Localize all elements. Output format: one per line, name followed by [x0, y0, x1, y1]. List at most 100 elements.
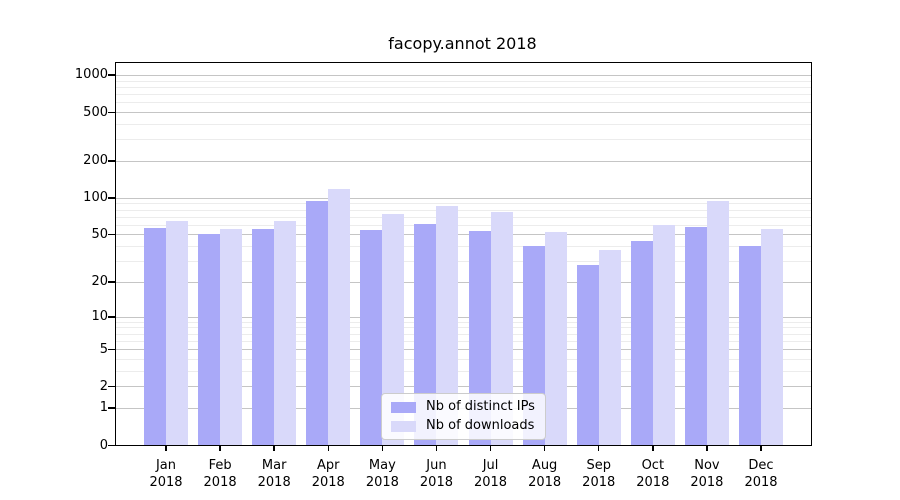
x-tick-mark: [381, 445, 384, 451]
gridline-major: [116, 349, 811, 351]
gridline-minor: [116, 102, 811, 104]
gridline-major: [116, 386, 811, 388]
gridline-major: [116, 316, 811, 318]
legend: Nb of distinct IPs Nb of downloads: [381, 393, 546, 440]
x-tick-label-feb: Feb 2018: [203, 458, 237, 490]
y-tick-label: 20: [91, 274, 108, 290]
bar-ips-apr: [306, 201, 329, 445]
y-tick-label: 200: [83, 153, 108, 169]
gridline-minor: [116, 203, 811, 205]
x-tick-mark: [435, 445, 438, 451]
x-tick-mark: [597, 445, 600, 451]
chart-title: facopy.annot 2018: [388, 34, 537, 53]
x-tick-label-sep: Sep 2018: [582, 458, 616, 490]
x-tick-mark: [706, 445, 708, 451]
y-tick-label: 500: [83, 104, 108, 120]
bar-downloads-jul: [490, 212, 513, 445]
x-tick-mark: [219, 445, 221, 451]
bar-downloads-nov: [706, 201, 729, 445]
bar-downloads-jan: [166, 221, 188, 445]
y-tick-label: 50: [91, 226, 108, 242]
x-tick-label-aug: Aug 2018: [528, 458, 562, 490]
gridline-major: [116, 74, 811, 76]
y-tick-label: 10: [91, 309, 108, 325]
gridline-minor: [116, 123, 811, 125]
x-tick-mark: [489, 445, 492, 451]
gridline-minor: [116, 246, 811, 248]
x-tick-label-jul: Jul 2018: [473, 458, 508, 490]
bar-ips-jun: [414, 223, 437, 445]
y-tick-mark: [108, 197, 115, 199]
gridline-minor: [116, 80, 811, 82]
y-tick-label: 1000: [74, 67, 108, 83]
x-tick-label-jun: Jun 2018: [419, 458, 453, 490]
gridline-major: [116, 281, 811, 283]
bar-downloads-aug: [544, 232, 567, 445]
gridline-minor: [116, 216, 811, 218]
y-tick-mark: [108, 407, 115, 409]
bar-ips-oct: [630, 241, 653, 445]
legend-item-downloads: Nb of downloads: [391, 419, 535, 433]
x-tick-mark: [327, 445, 330, 451]
gridline-major: [116, 112, 811, 114]
legend-swatch-ips: [391, 401, 416, 413]
legend-label-distinct-ips: Nb of distinct IPs: [426, 399, 535, 414]
gridline-major: [116, 197, 811, 199]
gridline-minor: [116, 327, 811, 329]
y-tick-mark: [108, 160, 115, 162]
x-tick-mark: [760, 445, 762, 451]
y-tick-mark: [108, 385, 115, 388]
legend-item-distinct-ips: Nb of distinct IPs: [391, 400, 535, 414]
bar-downloads-may: [382, 213, 405, 445]
y-tick-mark: [108, 281, 115, 283]
bar-ips-jan: [144, 227, 166, 445]
gridline-minor: [116, 86, 811, 88]
x-tick-label-oct: Oct 2018: [636, 458, 670, 490]
plot-area: 0 1 2 5 10 20 50 100 200 500 1000 Jan 2018 Feb 2018 M…: [75, 62, 812, 490]
bar-ips-dec: [739, 246, 761, 445]
gridline-minor: [116, 139, 811, 141]
gridline-minor: [116, 333, 811, 335]
bar-downloads-feb: [220, 229, 243, 445]
x-tick-mark: [652, 445, 654, 451]
gridline-minor: [116, 340, 811, 342]
gridline-minor: [116, 224, 811, 226]
y-tick-label: 1: [99, 400, 108, 416]
legend-label-downloads: Nb of downloads: [426, 418, 535, 433]
bar-ips-sep: [576, 264, 599, 445]
x-tick-label-nov: Nov 2018: [690, 458, 724, 490]
gridline-minor: [116, 94, 811, 96]
gridline-minor: [116, 358, 811, 360]
y-tick-mark: [108, 233, 115, 236]
x-tick-label-dec: Dec 2018: [744, 458, 778, 490]
bar-downloads-jun: [436, 205, 459, 445]
y-tick-mark: [108, 74, 115, 76]
bar-ips-may: [360, 230, 383, 445]
y-tick-mark: [108, 111, 115, 114]
y-tick-mark: [108, 348, 115, 351]
x-tick-mark: [165, 445, 167, 451]
bar-ips-jul: [468, 231, 491, 445]
bar-downloads-oct: [652, 224, 675, 445]
y-tick-label: 100: [83, 190, 108, 206]
x-tick-label-jan: Jan 2018: [149, 458, 183, 490]
bar-downloads-mar: [274, 221, 297, 445]
y-tick-label: 5: [99, 341, 108, 357]
x-tick-label-apr: Apr 2018: [311, 458, 345, 490]
x-tick-label-mar: Mar 2018: [257, 458, 291, 490]
bar-ips-feb: [198, 234, 221, 445]
legend-swatch-downloads: [391, 420, 416, 432]
y-tick-label: 0: [99, 437, 108, 453]
bar-downloads-sep: [598, 250, 621, 445]
x-tick-mark: [543, 445, 546, 451]
gridline-major: [116, 234, 811, 236]
gridline-minor: [116, 209, 811, 211]
gridline-minor: [116, 261, 811, 263]
gridline-minor: [116, 370, 811, 372]
gridline-minor: [116, 321, 811, 323]
gridline-major: [116, 160, 811, 162]
y-tick-mark: [108, 316, 115, 318]
bar-ips-mar: [252, 229, 275, 445]
x-tick-label-may: May 2018: [365, 458, 399, 490]
